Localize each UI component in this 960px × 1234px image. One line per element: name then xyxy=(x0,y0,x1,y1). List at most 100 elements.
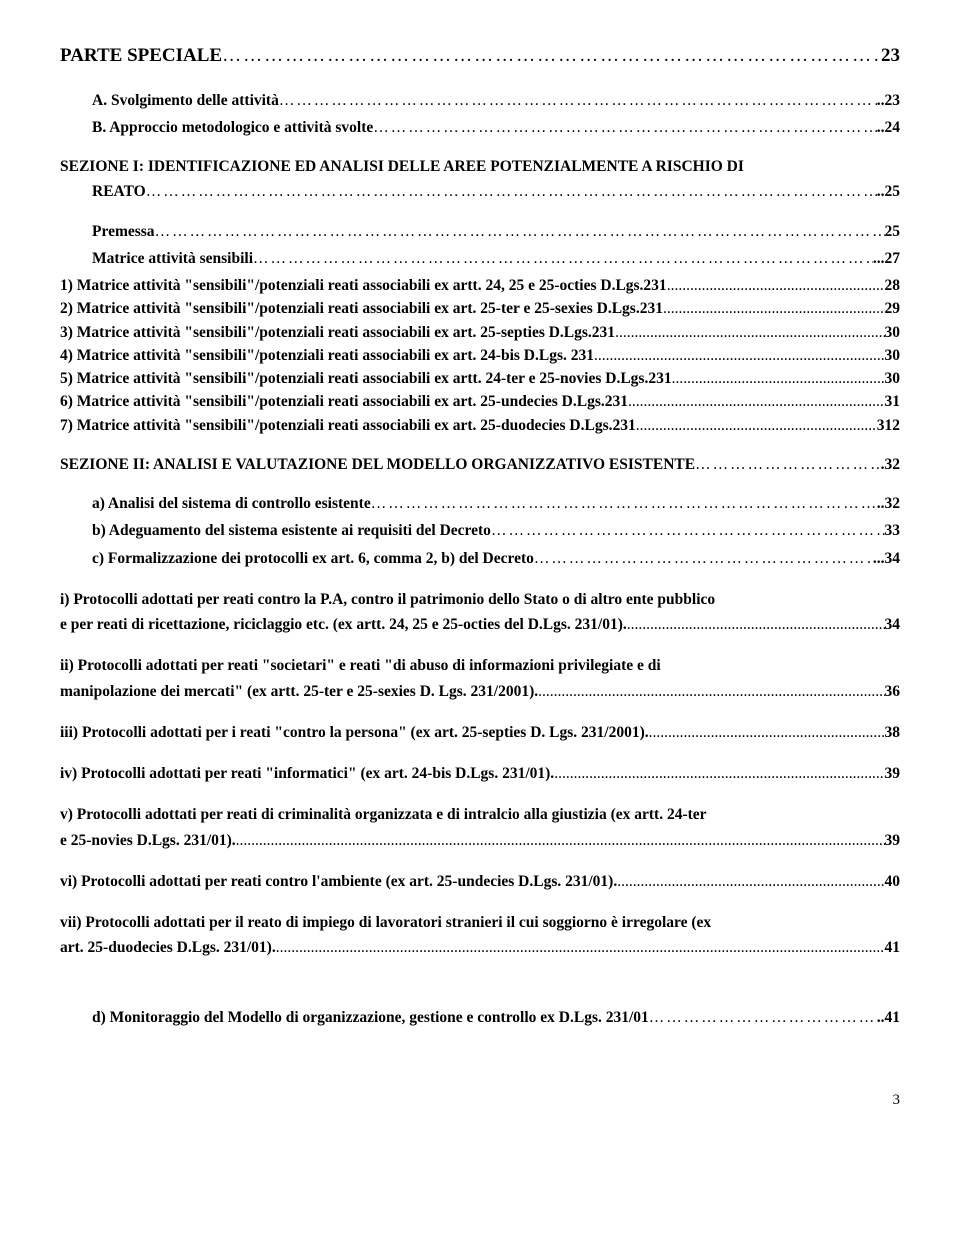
prefix: .. xyxy=(877,116,885,139)
label-line1: vii) Protocolli adottati per il reato di… xyxy=(60,911,900,934)
toc-a-analisi: a) Analisi del sistema di controllo esis… xyxy=(60,492,900,515)
page-number: 34 xyxy=(885,613,901,636)
page-number: 30 xyxy=(885,321,901,344)
page-number: 41 xyxy=(885,936,901,959)
page-number: 312 xyxy=(877,414,900,437)
toc-d-monitoraggio: d) Monitoraggio del Modello di organizza… xyxy=(60,1006,900,1029)
prefix: .. xyxy=(877,180,885,203)
toc-m3: 3) Matrice attività "sensibili"/potenzia… xyxy=(60,321,900,344)
toc-premessa: Premessa 25 xyxy=(60,220,900,243)
page-number: 24 xyxy=(885,116,901,139)
toc-b-adeguamento: b) Adeguamento del sistema esistente ai … xyxy=(60,519,900,542)
toc-vii-protocolli: vii) Protocolli adottati per il reato di… xyxy=(60,911,900,960)
toc-parte-speciale: PARTE SPECIALE 23 xyxy=(60,42,900,71)
label-line2: art. 25-duodecies D.Lgs. 231/01). xyxy=(60,936,276,959)
label-line1: i) Protocolli adottati per reati contro … xyxy=(60,588,900,611)
label: 7) Matrice attività "sensibili"/potenzia… xyxy=(60,414,636,437)
filler xyxy=(279,89,877,112)
page-number: 25 xyxy=(885,180,901,203)
filler xyxy=(222,42,881,71)
prefix: .. xyxy=(877,89,885,112)
filler xyxy=(373,116,876,139)
filler xyxy=(236,829,885,852)
label: A. Svolgimento delle attività xyxy=(92,89,279,112)
label: PARTE SPECIALE xyxy=(60,42,222,71)
page-number: 32 xyxy=(885,492,901,515)
prefix: .. xyxy=(877,492,885,515)
filler xyxy=(371,492,877,515)
label-reato: REATO xyxy=(92,180,146,203)
toc-sezione-2: SEZIONE II: ANALISI E VALUTAZIONE DEL MO… xyxy=(60,453,900,476)
label: 4) Matrice attività "sensibili"/potenzia… xyxy=(60,344,594,367)
filler xyxy=(663,297,885,320)
toc-m1: 1) Matrice attività "sensibili"/potenzia… xyxy=(60,274,900,297)
page-number: 34 xyxy=(885,547,901,570)
toc-v-protocolli: v) Protocolli adottati per reati di crim… xyxy=(60,803,900,852)
toc-m4: 4) Matrice attività "sensibili"/potenzia… xyxy=(60,344,900,367)
toc-sezione-1: SEZIONE I: IDENTIFICAZIONE ED ANALISI DE… xyxy=(60,155,900,204)
filler xyxy=(491,519,885,542)
label: iv) Protocolli adottati per reati "infor… xyxy=(60,762,554,785)
page-number: 30 xyxy=(885,344,901,367)
prefix: ... xyxy=(873,247,885,270)
toc-vi-protocolli: vi) Protocolli adottati per reati contro… xyxy=(60,870,900,893)
filler xyxy=(649,721,885,744)
filler xyxy=(695,453,881,476)
page-number: 39 xyxy=(885,762,901,785)
toc-b-approccio: B. Approccio metodologico e attività svo… xyxy=(60,116,900,139)
filler xyxy=(636,414,877,437)
toc-iii-protocolli: iii) Protocolli adottati per i reati "co… xyxy=(60,721,900,744)
filler xyxy=(253,247,873,270)
filler xyxy=(672,367,885,390)
label-line2: e 25-novies D.Lgs. 231/01). xyxy=(60,829,236,852)
page-number: 32 xyxy=(885,453,901,476)
filler xyxy=(617,870,884,893)
filler xyxy=(534,547,873,570)
page-number: 41 xyxy=(885,1006,901,1029)
toc-matrice-sensibili: Matrice attività sensibili ... 27 xyxy=(60,247,900,270)
page-number: 28 xyxy=(885,274,901,297)
filler xyxy=(146,180,877,203)
toc-ii-protocolli: ii) Protocolli adottati per reati "socie… xyxy=(60,654,900,703)
filler xyxy=(554,762,884,785)
prefix: ... xyxy=(873,547,885,570)
page-number: 23 xyxy=(885,89,901,112)
label-line2: e per reati di ricettazione, riciclaggio… xyxy=(60,613,627,636)
label-line2: manipolazione dei mercati" (ex artt. 25-… xyxy=(60,680,538,703)
page-number: 27 xyxy=(885,247,901,270)
page-number: 23 xyxy=(881,42,900,71)
label: Premessa xyxy=(92,220,155,243)
label-line1: v) Protocolli adottati per reati di crim… xyxy=(60,803,900,826)
toc-c-formalizzazione: c) Formalizzazione dei protocolli ex art… xyxy=(60,547,900,570)
toc-m2: 2) Matrice attività "sensibili"/potenzia… xyxy=(60,297,900,320)
label: SEZIONE II: ANALISI E VALUTAZIONE DEL MO… xyxy=(60,453,695,476)
toc-m6: 6) Matrice attività "sensibili"/potenzia… xyxy=(60,390,900,413)
label: 5) Matrice attività "sensibili"/potenzia… xyxy=(60,367,672,390)
filler xyxy=(667,274,885,297)
filler xyxy=(594,344,885,367)
filler xyxy=(649,1006,877,1029)
filler xyxy=(276,936,885,959)
page-number: 31 xyxy=(885,390,901,413)
label: 1) Matrice attività "sensibili"/potenzia… xyxy=(60,274,667,297)
filler xyxy=(627,613,885,636)
label: d) Monitoraggio del Modello di organizza… xyxy=(92,1006,649,1029)
page-number: 40 xyxy=(885,870,901,893)
filler xyxy=(155,220,885,243)
page-number: 29 xyxy=(885,297,901,320)
page-number: 30 xyxy=(885,367,901,390)
label: b) Adeguamento del sistema esistente ai … xyxy=(92,519,491,542)
page-number: 38 xyxy=(885,721,901,744)
page-number: 39 xyxy=(885,829,901,852)
page-number: 33 xyxy=(885,519,901,542)
toc-m7: 7) Matrice attività "sensibili"/potenzia… xyxy=(60,414,900,437)
prefix: .. xyxy=(877,1006,885,1029)
page-number: 25 xyxy=(885,220,901,243)
label: iii) Protocolli adottati per i reati "co… xyxy=(60,721,649,744)
page-number: 36 xyxy=(885,680,901,703)
footer-page-number: 3 xyxy=(60,1089,900,1112)
label: c) Formalizzazione dei protocolli ex art… xyxy=(92,547,534,570)
filler xyxy=(628,390,885,413)
label: 3) Matrice attività "sensibili"/potenzia… xyxy=(60,321,615,344)
filler xyxy=(538,680,884,703)
